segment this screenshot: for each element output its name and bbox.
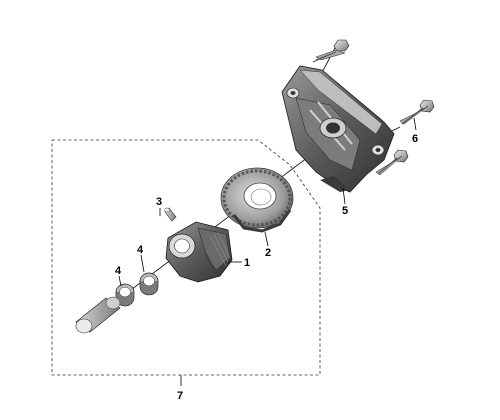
leader-6 — [413, 117, 417, 131]
kick-arm — [165, 221, 233, 283]
kit-dashed-outline — [51, 139, 321, 376]
callout-5: 5 — [342, 205, 348, 217]
bolt-right-lower — [375, 149, 409, 176]
leader-5 — [342, 187, 346, 205]
leader-lines — [118, 117, 417, 386]
bushing-upper — [139, 272, 159, 296]
callout-4-lower: 4 — [115, 265, 122, 277]
leader-4a — [118, 275, 122, 287]
bolt-right-upper — [399, 99, 435, 125]
leader-2 — [264, 231, 269, 247]
callout-7: 7 — [177, 390, 183, 402]
gear — [220, 167, 294, 233]
bolt-top — [312, 39, 350, 63]
pin — [164, 207, 177, 222]
callout-1: 1 — [244, 257, 250, 269]
bracket-cover — [281, 65, 395, 193]
callout-3: 3 — [156, 196, 162, 208]
bushing-lower — [115, 283, 135, 307]
callout-4-upper: 4 — [137, 244, 144, 256]
callout-2: 2 — [265, 247, 271, 259]
leader-4b — [140, 254, 145, 273]
shaft — [75, 296, 121, 334]
callout-6: 6 — [412, 133, 418, 145]
